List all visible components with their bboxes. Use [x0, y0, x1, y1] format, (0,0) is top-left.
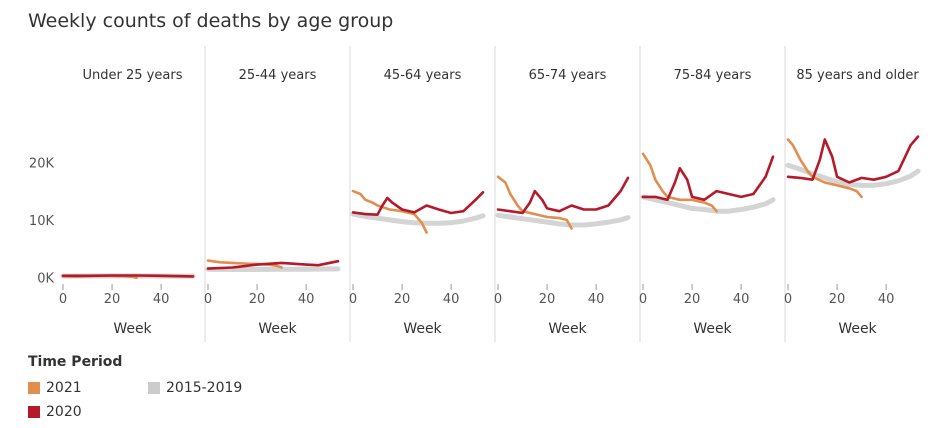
series-line-2020-75-84-years	[641, 155, 775, 202]
panel-title-85-years-and-older: 85 years and older	[796, 68, 919, 83]
panel-title-65-74-years: 65-74 years	[529, 68, 607, 83]
panel-title-45-64-years: 45-64 years	[384, 68, 462, 83]
x-tick-label: 20	[249, 292, 266, 307]
y-tick-label: 0K	[37, 271, 54, 286]
x-tick-label: 0	[784, 292, 792, 307]
x-tick-label: 40	[878, 292, 895, 307]
x-axis-label: Week	[258, 321, 297, 337]
legend-item-2021[interactable]: 2021	[28, 380, 82, 396]
x-tick-label: 20	[104, 292, 121, 307]
series-line-2015-2019-75-84-years	[640, 194, 776, 214]
series-line-2020-under-25-years	[61, 274, 195, 278]
x-tick-label: 20	[539, 292, 556, 307]
legend-label-2021: 2021	[46, 380, 82, 396]
x-tick-label: 20	[394, 292, 411, 307]
x-axis-label: Week	[403, 321, 442, 337]
x-tick-label: 40	[733, 292, 750, 307]
series-line-2020-25-44-years	[206, 259, 340, 270]
x-axis-label: Week	[548, 321, 587, 337]
x-axis-label: Week	[113, 321, 152, 337]
series-line-2020-65-74-years	[496, 176, 630, 215]
panel-title-under-25-years: Under 25 years	[83, 68, 183, 83]
chart-title: Weekly counts of deaths by age group	[28, 10, 394, 32]
series-line-2021-25-44-years	[206, 259, 283, 269]
panel-title-75-84-years: 75-84 years	[674, 68, 752, 83]
series-line-2021-65-74-years	[496, 175, 573, 230]
series-line-2020-85-years-and-older	[786, 135, 920, 184]
legend-title: Time Period	[28, 354, 123, 370]
series-line-2021-45-64-years	[351, 189, 428, 234]
series-line-2021-85-years-and-older	[786, 138, 863, 199]
x-axis-label: Week	[693, 321, 732, 337]
panel-title-25-44-years: 25-44 years	[239, 68, 317, 83]
series-line-2020-45-64-years	[351, 191, 485, 216]
x-tick-label: 0	[349, 292, 357, 307]
legend-swatch-2021	[28, 382, 40, 394]
x-tick-label: 20	[829, 292, 846, 307]
legend-swatch-2020	[28, 406, 40, 418]
legend-item-2015-2019[interactable]: 2015-2019	[148, 380, 242, 396]
x-tick-label: 40	[298, 292, 315, 307]
x-tick-label: 0	[494, 292, 502, 307]
series-line-2015-2019-25-44-years	[205, 266, 341, 272]
x-tick-label: 20	[684, 292, 701, 307]
x-tick-label: 0	[59, 292, 67, 307]
x-tick-label: 40	[153, 292, 170, 307]
series-line-2015-2019-65-74-years	[495, 212, 631, 228]
x-tick-label: 40	[588, 292, 605, 307]
x-tick-label: 0	[639, 292, 647, 307]
legend-swatch-2015-2019	[148, 382, 160, 394]
legend-label-2020: 2020	[46, 404, 82, 420]
legend-item-2020[interactable]: 2020	[28, 404, 82, 420]
series-line-2021-75-84-years	[641, 152, 718, 213]
x-tick-label: 40	[443, 292, 460, 307]
y-tick-label: 10K	[29, 214, 55, 229]
y-tick-label: 20K	[29, 156, 55, 171]
legend-label-2015-2019: 2015-2019	[166, 380, 243, 396]
x-axis-label: Week	[838, 321, 877, 337]
x-tick-label: 0	[204, 292, 212, 307]
